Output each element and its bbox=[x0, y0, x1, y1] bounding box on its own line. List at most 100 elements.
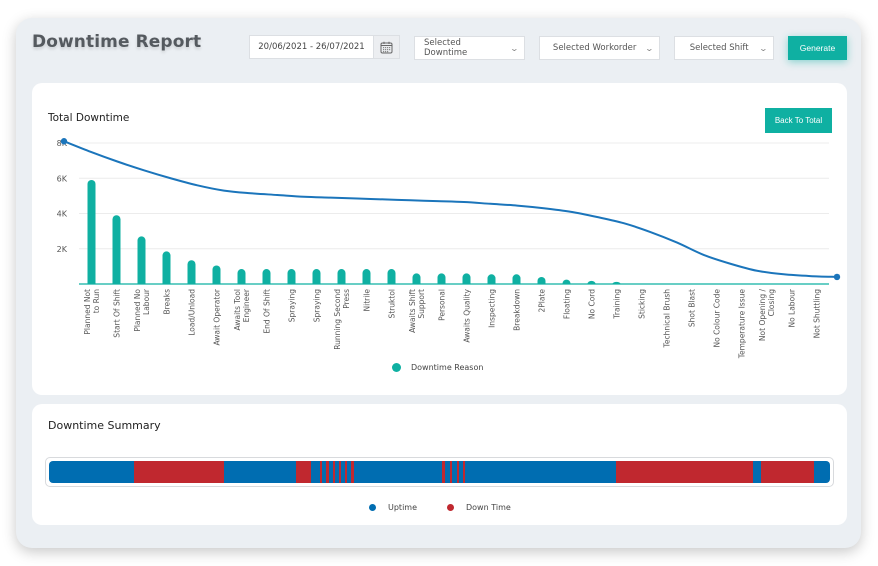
back-to-total-button[interactable]: Back To Total bbox=[765, 108, 832, 133]
y-tick-label: 2K bbox=[57, 245, 68, 254]
bar[interactable] bbox=[512, 274, 521, 284]
downtime-summary-card: Downtime Summary Uptime Down Time bbox=[32, 404, 847, 525]
bar[interactable] bbox=[237, 269, 246, 284]
x-tick-label-line: Training bbox=[613, 289, 622, 320]
x-tick-label-line: No Labour bbox=[788, 288, 797, 327]
x-tick-label-line: Struktol bbox=[388, 289, 397, 319]
chart-legend[interactable]: Downtime Reason bbox=[392, 363, 483, 372]
shift-select-label: Selected Shift bbox=[689, 43, 749, 53]
bar[interactable] bbox=[187, 260, 196, 284]
calendar-icon[interactable] bbox=[373, 36, 399, 58]
y-tick-label: 4K bbox=[57, 210, 68, 219]
x-tick-label-line: 2Plate bbox=[538, 289, 547, 313]
bar[interactable] bbox=[87, 180, 96, 284]
bar[interactable] bbox=[312, 269, 321, 284]
y-tick-label: 6K bbox=[57, 174, 68, 183]
bar[interactable] bbox=[162, 251, 171, 284]
downtime-segment[interactable] bbox=[761, 461, 814, 483]
x-tick-label: Training bbox=[613, 289, 622, 320]
x-tick-label: Running Second Press bbox=[333, 289, 351, 350]
bar[interactable] bbox=[437, 273, 446, 284]
x-tick-label-line: Spraying bbox=[313, 289, 322, 322]
bar[interactable] bbox=[562, 279, 571, 284]
trend-start-point[interactable] bbox=[60, 138, 68, 145]
downtime-segment[interactable] bbox=[332, 461, 335, 483]
bar[interactable] bbox=[612, 281, 621, 284]
downtime-segment[interactable] bbox=[320, 461, 323, 483]
bar[interactable] bbox=[487, 274, 496, 284]
date-range-picker[interactable]: 20/06/2021 - 26/07/2021 bbox=[249, 35, 400, 59]
x-tick-label-line: Inspecting bbox=[488, 289, 497, 328]
downtime-segment[interactable] bbox=[295, 461, 312, 483]
trend-end-point[interactable] bbox=[833, 273, 841, 281]
downtime-segment[interactable] bbox=[616, 461, 754, 483]
x-tick-label: Nitrile bbox=[363, 289, 372, 312]
total-downtime-card: Total Downtime Back To Total 2K4K6K8K Pl… bbox=[32, 83, 847, 395]
x-tick-label: No Colour Code bbox=[713, 289, 722, 348]
shift-select[interactable]: Selected Shift ⌄ bbox=[674, 36, 774, 60]
workorder-select-label: Selected Workorder bbox=[552, 43, 637, 53]
x-tick-label: Shot Blast bbox=[688, 289, 697, 327]
x-tick-label-line: Breaks bbox=[163, 289, 172, 315]
workorder-select[interactable]: Selected Workorder ⌄ bbox=[539, 36, 660, 60]
x-tick-label: End Of Shift bbox=[263, 289, 272, 334]
x-tick-label-line: Planned Not bbox=[83, 289, 92, 335]
report-frame: Downtime Report 20/06/2021 - 26/07/2021 … bbox=[16, 18, 861, 548]
bar[interactable] bbox=[137, 236, 146, 284]
downtime-segment[interactable] bbox=[462, 461, 466, 483]
x-tick-label: Inspecting bbox=[488, 289, 497, 328]
x-tick-label: No Cord bbox=[588, 289, 597, 319]
downtime-segment[interactable] bbox=[456, 461, 459, 483]
x-tick-label-line: Load/Unload bbox=[188, 289, 197, 336]
x-tick-label-line: Not Shuttling bbox=[813, 289, 822, 339]
x-tick-label: Await Operator bbox=[213, 288, 222, 345]
x-tick-label-line: No Cord bbox=[588, 289, 597, 319]
x-tick-label: Temperature Issue bbox=[738, 289, 747, 360]
x-tick-label-line: Sticking bbox=[638, 289, 647, 319]
summary-timeline-bar[interactable] bbox=[49, 461, 830, 483]
downtime-segment[interactable] bbox=[326, 461, 329, 483]
downtime-segment[interactable] bbox=[449, 461, 452, 483]
date-range-value: 20/06/2021 - 26/07/2021 bbox=[258, 42, 365, 52]
x-tick-label-line: Temperature Issue bbox=[738, 289, 747, 360]
downtime-segment[interactable] bbox=[351, 461, 354, 483]
x-tick-label: Struktol bbox=[388, 289, 397, 319]
x-tick-label: Load/Unload bbox=[188, 289, 197, 336]
bar[interactable] bbox=[262, 269, 271, 284]
bar[interactable] bbox=[112, 215, 121, 284]
legend-swatch-uptime bbox=[369, 504, 376, 511]
downtime-segment[interactable] bbox=[441, 461, 445, 483]
bar[interactable] bbox=[287, 269, 296, 284]
bar[interactable] bbox=[537, 276, 546, 284]
x-tick-label: Breaks bbox=[163, 289, 172, 315]
downtime-segment[interactable] bbox=[338, 461, 342, 483]
downtime-segment[interactable] bbox=[344, 461, 348, 483]
generate-button[interactable]: Generate bbox=[788, 36, 847, 60]
bar[interactable] bbox=[462, 273, 471, 284]
bar[interactable] bbox=[412, 273, 421, 284]
bar[interactable] bbox=[587, 280, 596, 284]
downtime-select[interactable]: Selected Downtime ⌄ bbox=[414, 36, 525, 60]
summary-timeline bbox=[45, 457, 834, 487]
downtime-segment[interactable] bbox=[134, 461, 224, 483]
x-tick-label: Spraying bbox=[288, 289, 297, 322]
x-tick-label-line: Labour bbox=[142, 288, 151, 315]
x-tick-label-line: Not Opening / bbox=[758, 289, 767, 342]
x-tick-label-line: to Run bbox=[92, 289, 101, 314]
page-title: Downtime Report bbox=[32, 32, 202, 52]
bar[interactable] bbox=[362, 269, 371, 284]
x-tick-label: Planned No Labour bbox=[133, 288, 151, 332]
bar[interactable] bbox=[337, 269, 346, 284]
x-tick-label: Awaits Tool Engineer bbox=[233, 288, 251, 330]
x-tick-label-line: Awaits Shift bbox=[408, 289, 417, 333]
summary-legend-downtime[interactable]: Down Time bbox=[447, 503, 511, 512]
bar[interactable] bbox=[212, 265, 221, 284]
x-tick-label-line: Nitrile bbox=[363, 289, 372, 312]
chevron-down-icon: ⌄ bbox=[758, 43, 769, 53]
x-tick-label-line: Engineer bbox=[242, 288, 251, 322]
bar[interactable] bbox=[387, 269, 396, 284]
summary-legend-uptime[interactable]: Uptime bbox=[369, 503, 417, 512]
x-tick-label-line: Start Of Shift bbox=[113, 289, 122, 338]
downtime-select-label: Selected Downtime bbox=[424, 38, 468, 58]
